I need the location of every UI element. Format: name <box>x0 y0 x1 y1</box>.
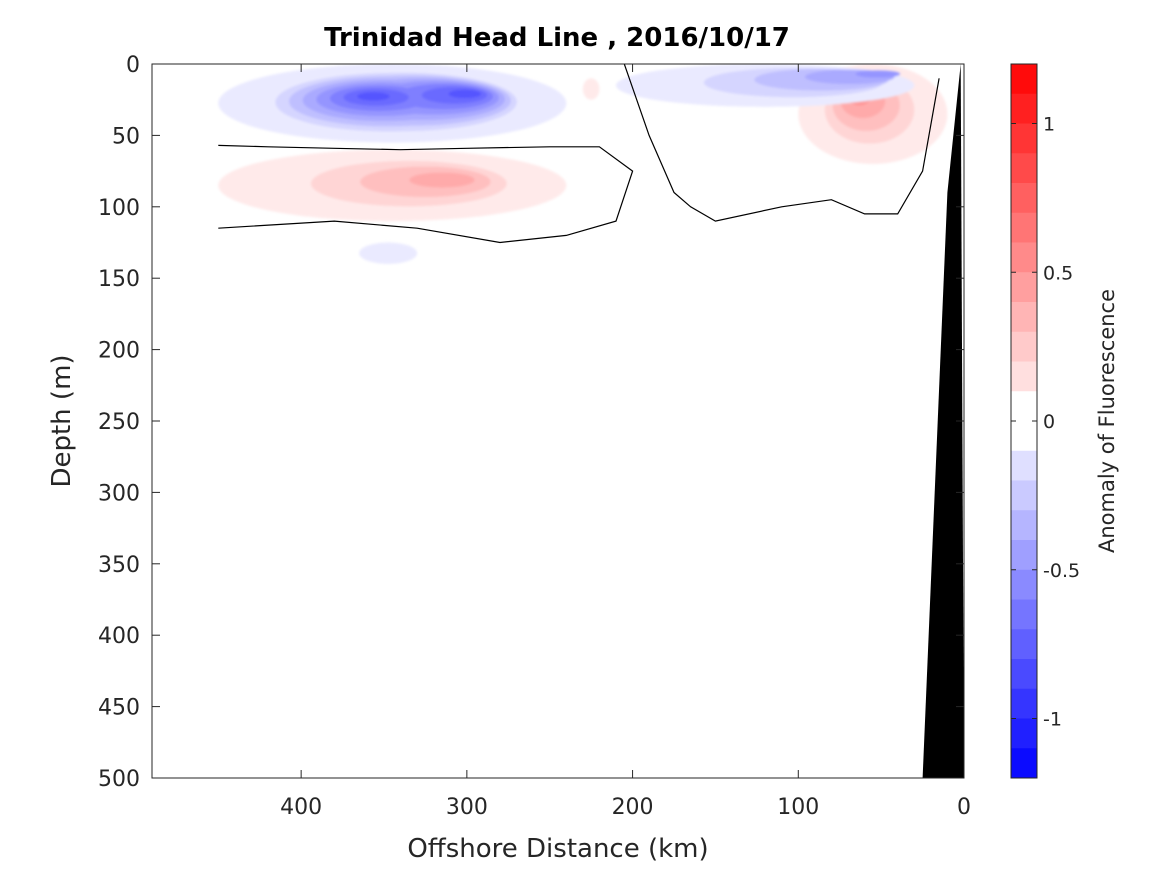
colorbar-tick-label: -1 <box>1043 709 1062 731</box>
feature-0 <box>218 64 567 143</box>
y-tick-label: 200 <box>98 339 140 364</box>
colorbar-segment <box>1011 302 1037 333</box>
colorbar-segment <box>1011 688 1037 719</box>
x-axis-ticks: 400 300 200 100 0 <box>280 64 971 820</box>
bathymetry-fill <box>922 64 964 778</box>
colorbar-segment <box>1011 272 1037 303</box>
colorbar-segment <box>1011 93 1037 124</box>
colorbar-tick-label: -0.5 <box>1043 560 1080 582</box>
chart-title: Trinidad Head Line , 2016/10/17 <box>324 23 790 53</box>
colorbar-segment <box>1011 629 1037 660</box>
y-tick-label: 500 <box>98 767 140 792</box>
anomaly-field <box>218 64 948 264</box>
contour-level <box>855 70 901 78</box>
x-tick-label: 100 <box>777 795 819 820</box>
x-axis-label: Offshore Distance (km) <box>407 834 708 864</box>
colorbar-segment <box>1011 123 1037 154</box>
y-axis-ticks: 0 50 100 150 200 250 300 350 400 450 500 <box>98 53 964 792</box>
x-tick-label: 200 <box>612 795 654 820</box>
colorbar-segment <box>1011 421 1037 452</box>
y-tick-label: 250 <box>98 410 140 435</box>
feature-4 <box>616 64 915 107</box>
colorbar-tick-label: 1 <box>1043 114 1055 136</box>
y-tick-label: 450 <box>98 696 140 721</box>
colorbar-segment <box>1011 599 1037 630</box>
colorbar-segment <box>1011 64 1037 95</box>
colorbar-segment <box>1011 480 1037 511</box>
y-tick-label: 100 <box>98 196 140 221</box>
y-tick-label: 400 <box>98 624 140 649</box>
y-tick-label: 0 <box>126 53 140 78</box>
colorbar: -1 -0.5 0 0.5 1 <box>1010 63 1080 779</box>
colorbar-segment <box>1011 510 1037 541</box>
y-axis-label: Depth (m) <box>47 354 77 487</box>
zero-contour-nearshore-segment <box>623 64 940 222</box>
colorbar-segment <box>1011 569 1037 600</box>
zero-contour-lines <box>218 64 940 244</box>
contour-level <box>359 242 418 264</box>
y-tick-label: 300 <box>98 481 140 506</box>
seafloor-shape <box>922 64 964 778</box>
contour-level <box>448 89 482 99</box>
colorbar-segment <box>1011 183 1037 214</box>
y-tick-label: 150 <box>98 267 140 292</box>
y-tick-label: 350 <box>98 553 140 578</box>
feature-5 <box>582 78 600 100</box>
feature-1 <box>218 149 567 222</box>
colorbar-segment <box>1011 450 1037 481</box>
x-tick-label: 300 <box>446 795 488 820</box>
colorbar-tick-label: 0 <box>1043 411 1055 433</box>
zero-contour-offshore-segment <box>218 144 634 244</box>
colorbar-segment <box>1011 748 1037 779</box>
colorbar-segment <box>1011 391 1037 422</box>
contour-level <box>357 92 390 101</box>
colorbar-segment <box>1011 718 1037 749</box>
contour-level <box>582 78 600 100</box>
feature-2 <box>359 242 418 264</box>
colorbar-segment <box>1011 153 1037 184</box>
colorbar-segment <box>1011 331 1037 362</box>
colorbar-segment <box>1011 659 1037 690</box>
colorbar-segment <box>1011 242 1037 273</box>
y-tick-label: 50 <box>112 124 140 149</box>
colorbar-segment <box>1011 540 1037 571</box>
colorbar-tick-label: 0.5 <box>1043 262 1073 284</box>
x-tick-label: 0 <box>957 795 971 820</box>
colorbar-segment <box>1011 361 1037 392</box>
colorbar-label: Anomaly of Fluorescence <box>1095 289 1119 553</box>
contour-level <box>409 172 475 188</box>
x-tick-label: 400 <box>280 795 322 820</box>
colorbar-segment <box>1011 212 1037 243</box>
